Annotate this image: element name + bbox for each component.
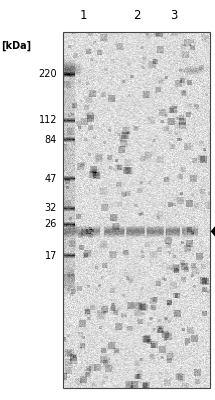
Polygon shape	[211, 224, 215, 239]
Text: 1: 1	[80, 9, 87, 22]
Bar	[63, 32, 210, 388]
Text: 32: 32	[45, 203, 57, 213]
Text: 47: 47	[45, 174, 57, 184]
Text: [kDa]: [kDa]	[1, 41, 31, 51]
Text: 3: 3	[170, 9, 178, 22]
Text: 2: 2	[133, 9, 140, 22]
Text: 26: 26	[45, 219, 57, 229]
Text: 84: 84	[45, 134, 57, 144]
Text: 112: 112	[38, 115, 57, 125]
Text: 17: 17	[45, 250, 57, 260]
Text: 220: 220	[38, 69, 57, 79]
